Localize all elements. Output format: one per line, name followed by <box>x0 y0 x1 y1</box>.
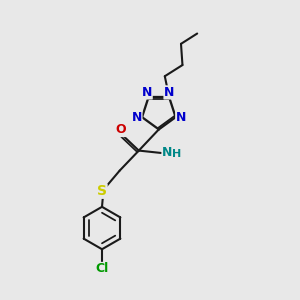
Text: Cl: Cl <box>95 262 109 275</box>
Text: H: H <box>172 149 182 159</box>
Text: O: O <box>116 124 127 136</box>
Text: N: N <box>131 111 142 124</box>
Text: N: N <box>142 86 152 99</box>
Text: N: N <box>176 111 186 124</box>
Text: N: N <box>162 146 172 159</box>
Text: S: S <box>97 184 107 198</box>
Text: N: N <box>164 86 174 99</box>
